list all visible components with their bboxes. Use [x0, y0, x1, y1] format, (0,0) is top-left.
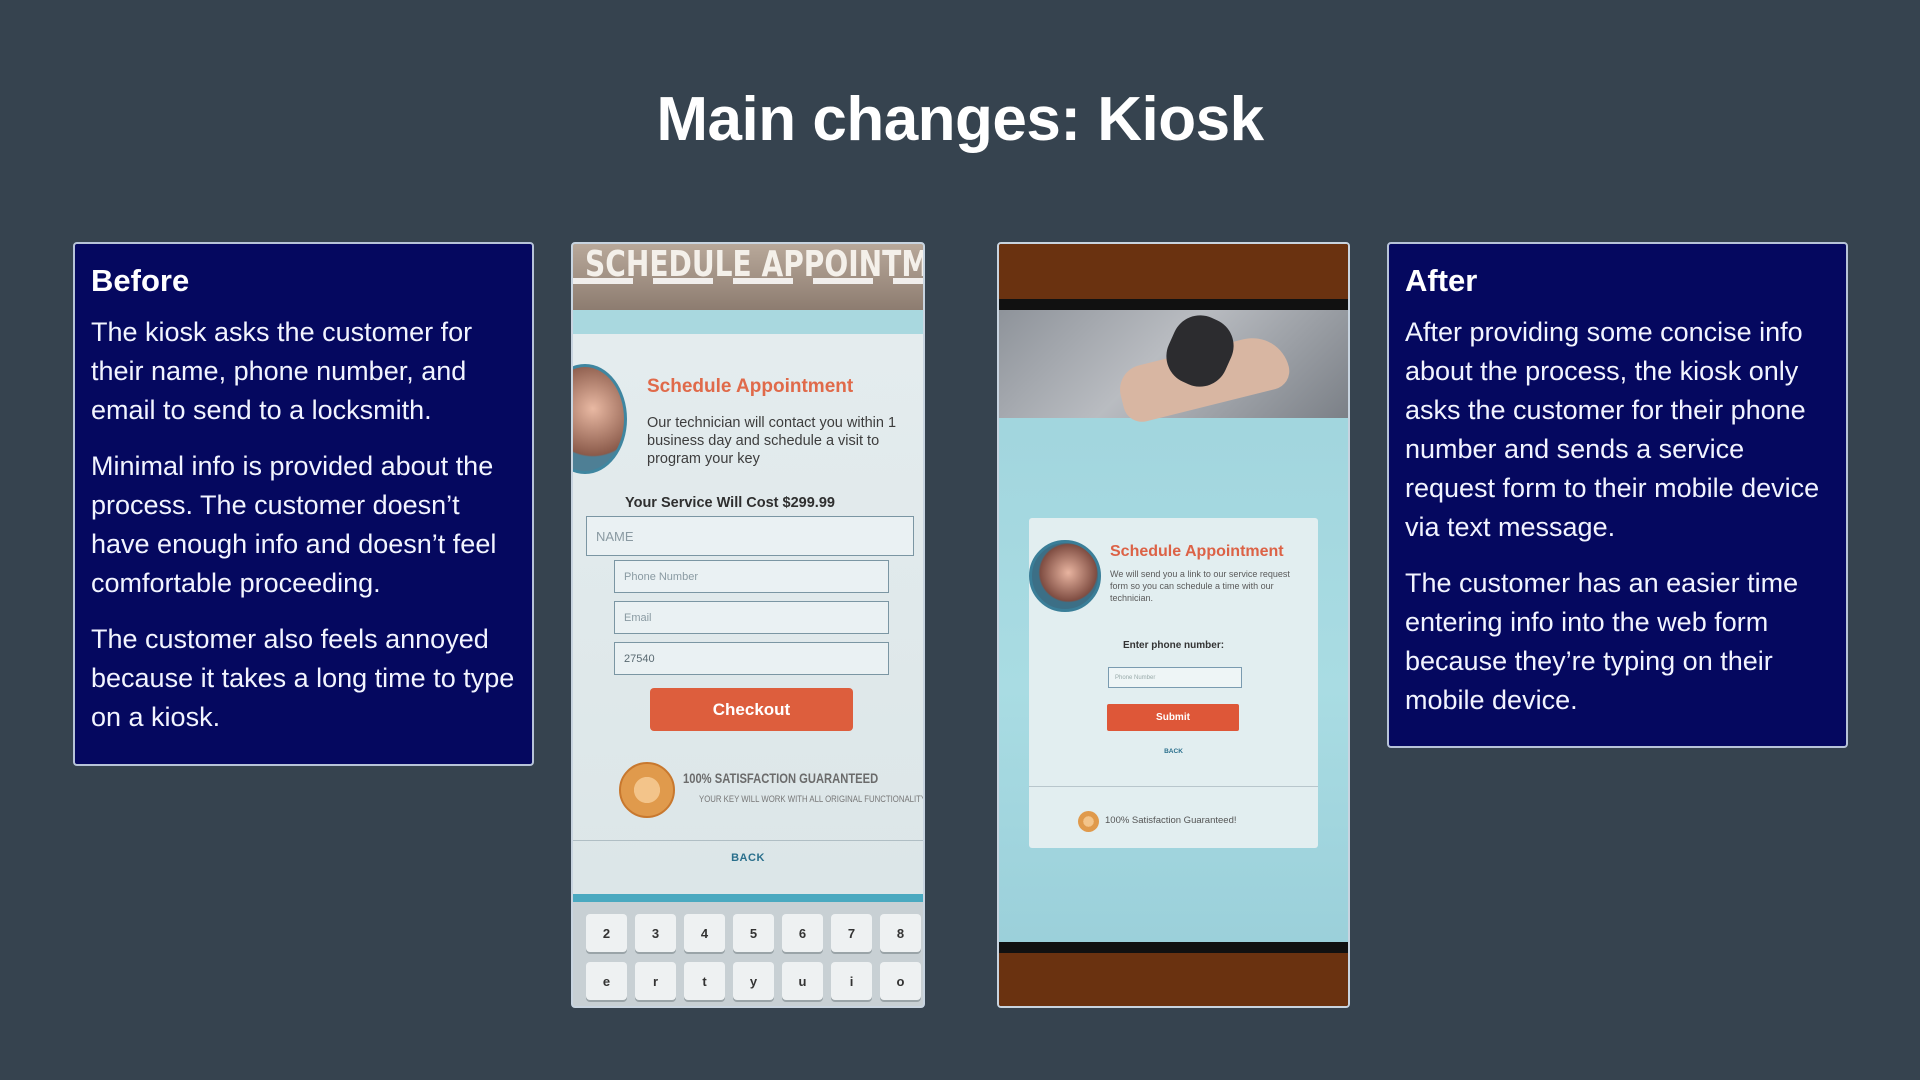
before-paragraph: Minimal info is provided about the proce… — [91, 451, 497, 599]
keyboard-key[interactable]: r — [635, 962, 676, 1000]
screen-bezel-top — [999, 299, 1348, 310]
keyboard-key[interactable]: y — [733, 962, 774, 1000]
email-field[interactable]: Email — [614, 601, 889, 634]
guarantee-text: 100% SATISFACTION GUARANTEED — [683, 770, 879, 786]
divider — [573, 840, 923, 841]
keyboard-key[interactable]: e — [586, 962, 627, 1000]
slide-title: Main changes: Kiosk — [656, 85, 1264, 154]
kiosk-after-photo: Schedule Appointment We will send you a … — [997, 242, 1350, 1008]
before-paragraph: The customer also feels annoyed because … — [91, 624, 515, 733]
phone-field[interactable]: Phone Number — [614, 560, 889, 593]
after-paragraph: After providing some concise info about … — [1405, 317, 1820, 543]
kiosk-form-description: Our technician will contact you within 1… — [647, 415, 897, 467]
phone-label: Enter phone number: — [1122, 640, 1225, 651]
kiosk-screen: Schedule Appointment We will send you a … — [999, 306, 1348, 970]
before-heading: Before — [91, 263, 190, 298]
phone-field[interactable]: Phone Number — [1108, 667, 1242, 688]
kiosk-band — [573, 310, 923, 334]
screen-bezel-bottom — [999, 942, 1348, 953]
divider — [1029, 786, 1318, 787]
kiosk-frame-top — [999, 244, 1348, 299]
keyboard-key[interactable]: 6 — [782, 914, 823, 952]
back-link[interactable]: BACK — [731, 852, 765, 864]
keyboard-key[interactable]: 3 — [635, 914, 676, 952]
keyboard-key[interactable]: 5 — [733, 914, 774, 952]
kiosk-form-title: Schedule Appointment — [1110, 543, 1284, 560]
technician-avatar — [1029, 540, 1101, 612]
service-price: Your Service Will Cost $299.99 — [625, 495, 835, 511]
keyboard-key[interactable]: u — [782, 962, 823, 1000]
keyboard-key[interactable]: 8 — [880, 914, 921, 952]
kiosk-header-banner: SCHEDULE APPOINTMENT — [573, 244, 923, 310]
zip-field[interactable]: 27540 — [614, 642, 889, 675]
guarantee-badge-icon — [619, 762, 675, 818]
kiosk-form-description: We will send you a link to our service r… — [1110, 569, 1290, 603]
submit-button[interactable]: Submit — [1107, 704, 1239, 731]
hero-image — [999, 306, 1348, 426]
keyboard-key[interactable]: 2 — [586, 914, 627, 952]
keyboard-key[interactable]: t — [684, 962, 725, 1000]
keyboard-key[interactable]: 7 — [831, 914, 872, 952]
kiosk-header-text: SCHEDULE APPOINTMENT — [585, 244, 925, 285]
keyboard-key[interactable]: i — [831, 962, 872, 1000]
guarantee-subtext: YOUR KEY WILL WORK WITH ALL ORIGINAL FUN… — [699, 794, 925, 805]
keyboard-key[interactable]: o — [880, 962, 921, 1000]
back-link[interactable]: BACK — [1164, 748, 1183, 755]
before-paragraph: The kiosk asks the customer for their na… — [91, 317, 473, 426]
after-panel: After After providing some concise info … — [1387, 242, 1848, 748]
guarantee-text: 100% Satisfaction Guaranteed! — [1105, 815, 1237, 826]
kiosk-form-title: Schedule Appointment — [647, 376, 854, 397]
ceiling-lights — [573, 278, 923, 284]
guarantee-badge-icon — [1078, 811, 1099, 832]
kiosk-frame-bottom — [999, 953, 1348, 1006]
name-field[interactable]: NAME — [586, 516, 914, 556]
before-panel: Before The kiosk asks the customer for t… — [73, 242, 534, 766]
after-heading: After — [1405, 263, 1478, 298]
after-paragraph: The customer has an easier time entering… — [1405, 568, 1799, 716]
keyboard-key[interactable]: 4 — [684, 914, 725, 952]
kiosk-form-card: Schedule Appointment We will send you a … — [1029, 518, 1318, 848]
keyboard-strip — [573, 894, 923, 902]
checkout-button[interactable]: Checkout — [650, 688, 853, 731]
kiosk-before-photo: SCHEDULE APPOINTMENT Schedule Appointmen… — [571, 242, 925, 1008]
